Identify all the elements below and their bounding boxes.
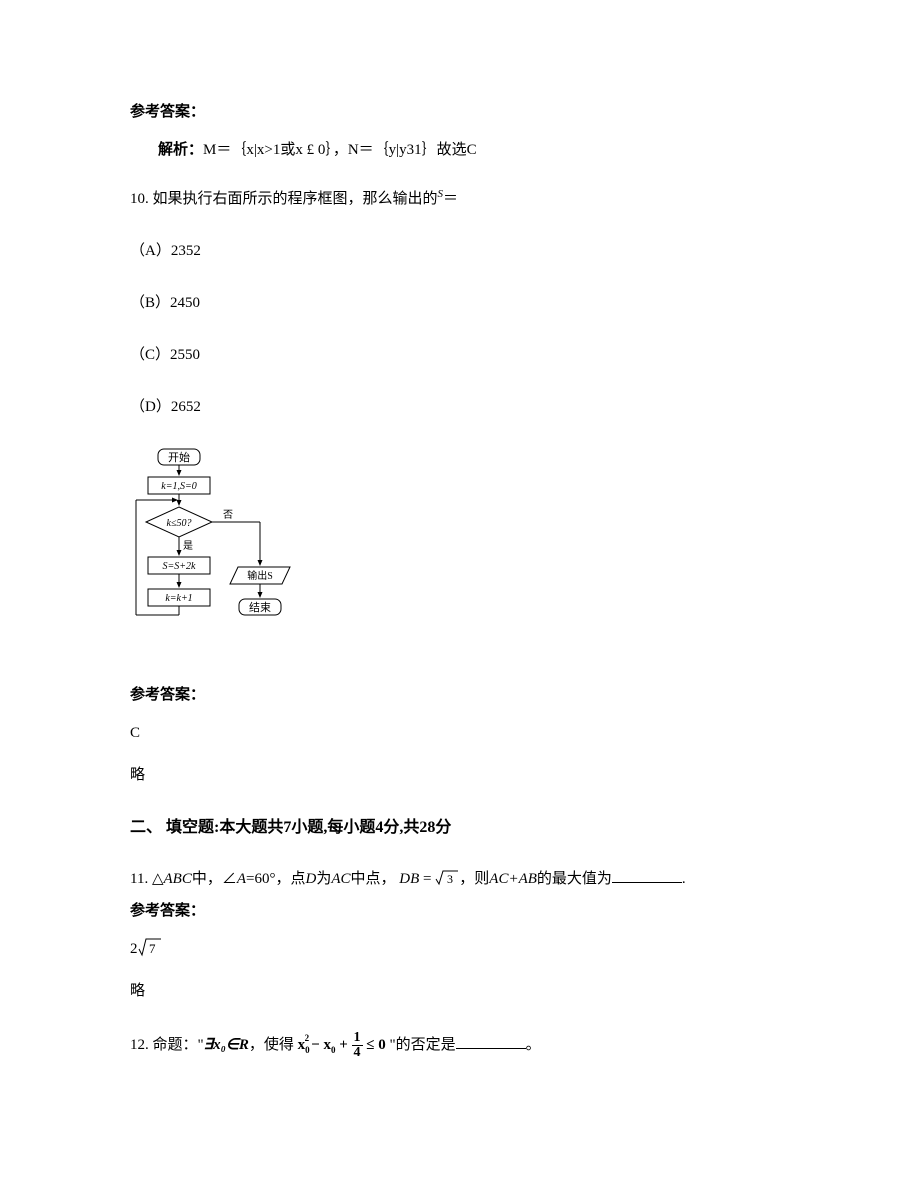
fc-cond: k≤50? bbox=[167, 518, 192, 529]
q11-period: . bbox=[682, 871, 686, 887]
q11-number: 11. bbox=[130, 871, 148, 887]
q10-number: 10. bbox=[130, 191, 149, 207]
q12-prefix: 命题：" bbox=[153, 1037, 204, 1053]
q9-analysis: 解析：M＝｛x|x>1或x £ 0｝，N＝｛y|y31｝故选C bbox=[130, 138, 790, 162]
q10-answer-header: 参考答案： bbox=[130, 683, 790, 707]
q11: 11. △ABC中，∠A=60°，点D为AC中点， DB = 3 ，则AC+AB… bbox=[130, 867, 790, 1004]
q10-options: （A）2352 （B）2450 （C）2550 （D）2652 bbox=[130, 239, 790, 419]
q10-option-b: （B）2450 bbox=[130, 291, 790, 315]
q11-blank bbox=[612, 869, 682, 883]
q12-period: 。 bbox=[526, 1037, 541, 1053]
fc-init: k=1,S=0 bbox=[161, 481, 196, 492]
q12-tail: "的否定是 bbox=[390, 1037, 456, 1053]
q10-brief: 略 bbox=[130, 763, 790, 787]
q10-option-c: （C）2550 bbox=[130, 343, 790, 367]
q11-eq60: =60°，点 bbox=[246, 871, 305, 887]
q10: 10. 如果执行右面所示的程序框图，那么输出的S＝ （A）2352 （B）245… bbox=[130, 186, 790, 787]
q11-answer-expr: 2 7 bbox=[130, 941, 162, 957]
svg-text:3: 3 bbox=[447, 872, 453, 886]
answer-header: 参考答案： bbox=[130, 100, 790, 124]
q10-stem: 10. 如果执行右面所示的程序框图，那么输出的S＝ bbox=[130, 186, 790, 211]
q11-acplusab: AC+AB bbox=[489, 871, 537, 887]
fc-step2: k=k+1 bbox=[165, 593, 192, 604]
q10-stem-text: 如果执行右面所示的程序框图，那么输出的 bbox=[153, 191, 438, 207]
q12: 12. 命题："∃x₀∈R，使得 x02 − x0 + 1 4 ≤ 0 "的否定… bbox=[130, 1031, 790, 1060]
q11-db: DB bbox=[399, 871, 419, 887]
q12-exists: ∃x₀∈R bbox=[204, 1037, 249, 1053]
q9-answer-section: 参考答案： 解析：M＝｛x|x>1或x £ 0｝，N＝｛y|y31｝故选C bbox=[130, 100, 790, 162]
q10-option-d: （D）2652 bbox=[130, 395, 790, 419]
fc-no: 否 bbox=[223, 509, 233, 521]
q11-d: D bbox=[306, 871, 317, 887]
q11-mid1: 中，∠ bbox=[192, 871, 237, 887]
q12-number: 12. bbox=[130, 1037, 149, 1053]
q11-answer: 2 7 bbox=[130, 937, 790, 961]
q11-ac: AC bbox=[331, 871, 350, 887]
q10-eq: ＝ bbox=[443, 191, 458, 207]
q11-mid3: 中点， bbox=[351, 871, 396, 887]
fc-end: 结束 bbox=[249, 601, 271, 614]
q11-a: A bbox=[237, 871, 246, 887]
q12-blank bbox=[456, 1035, 526, 1049]
q10-option-a: （A）2352 bbox=[130, 239, 790, 263]
q11-mid2: 为 bbox=[316, 871, 331, 887]
fc-yes: 是 bbox=[183, 540, 193, 552]
section2-header: 二、 填空题:本大题共7小题,每小题4分,共28分 bbox=[130, 815, 790, 841]
q11-coef: 2 bbox=[130, 941, 138, 957]
fc-output: 输出S bbox=[247, 569, 273, 582]
q11-tail: 的最大值为 bbox=[537, 871, 612, 887]
q11-brief: 略 bbox=[130, 979, 790, 1003]
q10-answer: C bbox=[130, 721, 790, 745]
q12-mid: ，使得 bbox=[249, 1037, 294, 1053]
q11-db-expr: DB = 3 bbox=[399, 867, 459, 891]
svg-text:7: 7 bbox=[149, 941, 156, 956]
fc-start: 开始 bbox=[168, 450, 190, 464]
q12-expr: x02 − x0 + 1 4 ≤ 0 bbox=[298, 1037, 390, 1053]
analysis-text: M＝｛x|x>1或x £ 0｝，N＝｛y|y31｝故选C bbox=[203, 142, 477, 158]
q10-flowchart: 开始 k=1,S=0 k≤50? 否 是 S=S+2k k=k+1 bbox=[130, 447, 300, 655]
q11-answer-header: 参考答案： bbox=[130, 899, 790, 923]
q11-stem: 11. △ABC中，∠A=60°，点D为AC中点， DB = 3 ，则AC+AB… bbox=[130, 867, 790, 892]
q11-abc: ABC bbox=[164, 871, 192, 887]
fc-step1: S=S+2k bbox=[163, 561, 196, 572]
analysis-prefix: 解析： bbox=[158, 142, 203, 158]
q11-prefix: △ bbox=[152, 871, 164, 887]
q11-mid4: ，则 bbox=[459, 871, 489, 887]
q10-answer-block: 参考答案： C 略 bbox=[130, 683, 790, 787]
